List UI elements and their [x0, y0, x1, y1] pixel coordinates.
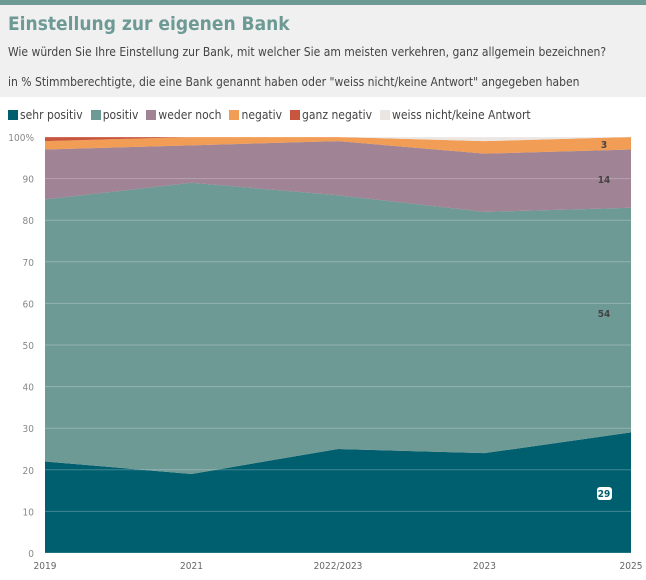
legend-label: weiss nicht/keine Antwort: [392, 108, 531, 122]
legend-label: negativ: [241, 108, 283, 122]
x-tick-label: 2025: [620, 561, 643, 572]
area-ganz-negativ: [45, 137, 631, 142]
data-label: 54: [598, 309, 611, 320]
legend-label: positiv: [102, 108, 139, 122]
area-weder-noch: [45, 141, 631, 212]
data-label: 14: [598, 175, 611, 186]
legend-swatch: [8, 110, 18, 120]
legend: sehr positiv positiv weder noch negativ ganz…: [8, 108, 531, 122]
x-tick-label: 2022/2023: [314, 561, 363, 572]
legend-item[interactable]: negativ: [229, 108, 282, 122]
y-tick-label: 40: [23, 383, 35, 394]
y-tick-label: 100%: [8, 133, 34, 144]
y-tick-label: 30: [23, 424, 35, 435]
y-tick-label: 70: [23, 258, 35, 269]
legend-item[interactable]: ganz negativ: [290, 108, 372, 122]
area-weiss-nicht-keine-antwort: [45, 137, 631, 142]
chart-title: Einstellung zur eigenen Bank: [8, 13, 290, 35]
data-label: 29: [598, 489, 611, 500]
y-tick-label: 80: [23, 216, 35, 227]
data-label-bg: [597, 487, 612, 500]
legend-swatch: [146, 110, 157, 120]
top-accent-bar: [0, 0, 646, 5]
legend-swatch: [90, 110, 101, 120]
y-tick-label: 90: [23, 175, 35, 186]
x-tick-label: 2019: [34, 561, 57, 572]
y-tick-label: 0: [28, 549, 34, 560]
legend-swatch: [290, 110, 301, 120]
chart-header: Einstellung zur eigenen Bank Wie würden …: [0, 5, 646, 97]
legend-label: sehr positiv: [20, 108, 83, 122]
legend-swatch: [380, 110, 391, 120]
legend-item[interactable]: weder noch: [146, 108, 221, 122]
legend-swatch: [229, 110, 240, 120]
legend-label: ganz negativ: [302, 108, 373, 122]
y-tick-label: 50: [23, 341, 35, 352]
chart-note: in % Stimmberechtigte, die eine Bank gen…: [8, 75, 580, 89]
y-tick-label: 10: [23, 507, 35, 518]
x-tick-label: 2023: [473, 561, 496, 572]
x-tick-label: 2021: [180, 561, 203, 572]
legend-item[interactable]: weiss nicht/keine Antwort: [380, 108, 531, 122]
legend-item[interactable]: sehr positiv: [8, 108, 83, 122]
data-label: 3: [601, 140, 607, 151]
chart-question: Wie würden Sie Ihre Einstellung zur Bank…: [8, 45, 607, 59]
area-sehr-positiv: [45, 432, 631, 553]
y-tick-label: 60: [23, 299, 35, 310]
legend-label: weder noch: [158, 108, 222, 122]
legend-item[interactable]: positiv: [90, 108, 139, 122]
area-positiv: [45, 182, 631, 474]
y-tick-label: 20: [23, 466, 35, 477]
